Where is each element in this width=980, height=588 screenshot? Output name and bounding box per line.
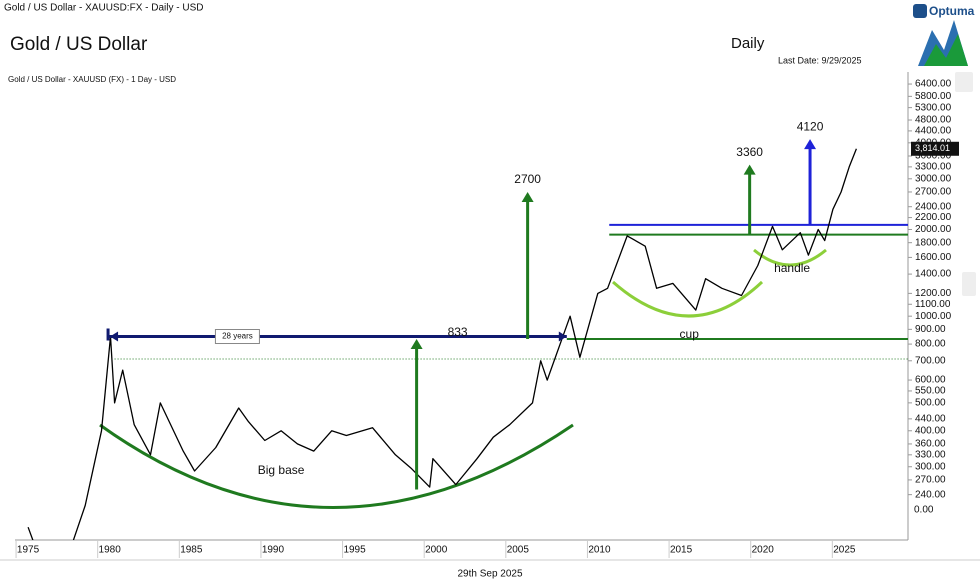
- y-tick-label: 600.00: [915, 375, 946, 386]
- x-tick-label: 2020: [752, 545, 775, 556]
- pattern-label: Big base: [258, 463, 305, 477]
- y-tick-label: 1100.00: [915, 299, 951, 310]
- y-tick-label: 3600.00: [915, 151, 952, 162]
- y-tick-label: 700.00: [915, 355, 946, 366]
- x-tick-label: 1995: [343, 545, 366, 556]
- target-label: 3360: [736, 145, 763, 159]
- y-tick-label: 3300.00: [915, 162, 952, 173]
- target-label: 4120: [797, 119, 824, 133]
- brand: Optuma: [929, 4, 975, 18]
- y-tick-label: 270.00: [915, 475, 946, 486]
- arrow-head: [521, 191, 534, 202]
- x-tick-label: 1980: [99, 545, 122, 556]
- symbol-line: Gold / US Dollar - XAUUSD:FX - Daily - U…: [4, 3, 203, 14]
- y-tick-label: 5800.00: [915, 91, 952, 102]
- x-tick-label: 1990: [262, 545, 285, 556]
- base-arc: [99, 423, 574, 509]
- pattern-label: cup: [680, 327, 700, 341]
- span-label: 28 years: [222, 332, 253, 341]
- y-tick-label: 1600.00: [915, 252, 952, 263]
- x-tick-label: 2005: [507, 545, 530, 556]
- x-tick-label: 2015: [670, 545, 693, 556]
- y-tick-label: 360.00: [915, 439, 946, 450]
- x-footer: 29th Sep 2025: [457, 569, 522, 580]
- y-tick-label: 2400.00: [915, 201, 952, 212]
- span-label-box: [214, 329, 260, 345]
- x-tick-label: 2010: [588, 545, 611, 556]
- y-tick-label: 1800.00: [915, 237, 952, 248]
- y-tick-label: 1000.00: [915, 311, 952, 322]
- y-tick-label: 500.00: [915, 398, 946, 409]
- side-toggle[interactable]: [962, 272, 976, 296]
- y-tick-label: 1200.00: [915, 288, 952, 299]
- x-tick-label: 2000: [425, 545, 448, 556]
- plot: [27, 148, 908, 540]
- y-tick-label: 1400.00: [915, 269, 952, 280]
- y-bottom-label: 0.00: [914, 505, 934, 516]
- arrow-head: [410, 339, 423, 350]
- y-tick-label: 2200.00: [915, 212, 952, 223]
- chart-subtitle: Gold / US Dollar - XAUUSD (FX) - 1 Day -…: [8, 75, 176, 84]
- y-tick-label: 240.00: [915, 489, 946, 500]
- cup-arc: [612, 280, 764, 318]
- y-tick-label: 330.00: [915, 449, 946, 460]
- last-price-label: 3,814.01: [915, 143, 950, 153]
- target-label: 833: [448, 325, 468, 339]
- arrow-head: [804, 139, 817, 150]
- logo: Optuma: [913, 4, 975, 66]
- last-date: Last Date: 9/29/2025: [778, 55, 862, 65]
- period: Daily: [731, 35, 765, 52]
- x-tick-label: 2025: [833, 545, 856, 556]
- price-line: [27, 148, 858, 540]
- y-tick-label: 900.00: [915, 324, 946, 335]
- page-title: Gold / US Dollar: [10, 34, 148, 55]
- span-head: [558, 331, 567, 342]
- y-tick-label: 2000.00: [915, 224, 952, 235]
- y-tick-label: 550.00: [915, 386, 946, 397]
- y-tick-label: 5300.00: [915, 102, 952, 113]
- y-tick-label: 800.00: [915, 339, 946, 350]
- y-tick-label: 400.00: [915, 425, 946, 436]
- x-tick-label: 1985: [180, 545, 203, 556]
- pattern-label: handle: [774, 261, 810, 275]
- y-tick-label: 4400.00: [915, 126, 952, 137]
- y-tick-label: 6400.00: [915, 79, 952, 90]
- y-tick-label: 440.00: [915, 413, 946, 424]
- x-tick-label: 1975: [17, 545, 40, 556]
- last-price-box: [911, 141, 959, 156]
- y-tick-label: 2700.00: [915, 187, 952, 198]
- y-tick-label: 300.00: [915, 461, 946, 472]
- arrow-head: [743, 164, 756, 175]
- y-tick-label: 3000.00: [915, 173, 952, 184]
- y-tick-label: 4800.00: [915, 115, 952, 126]
- span-head: [110, 331, 119, 342]
- lock-button[interactable]: [955, 72, 973, 92]
- target-label: 2700: [514, 172, 541, 186]
